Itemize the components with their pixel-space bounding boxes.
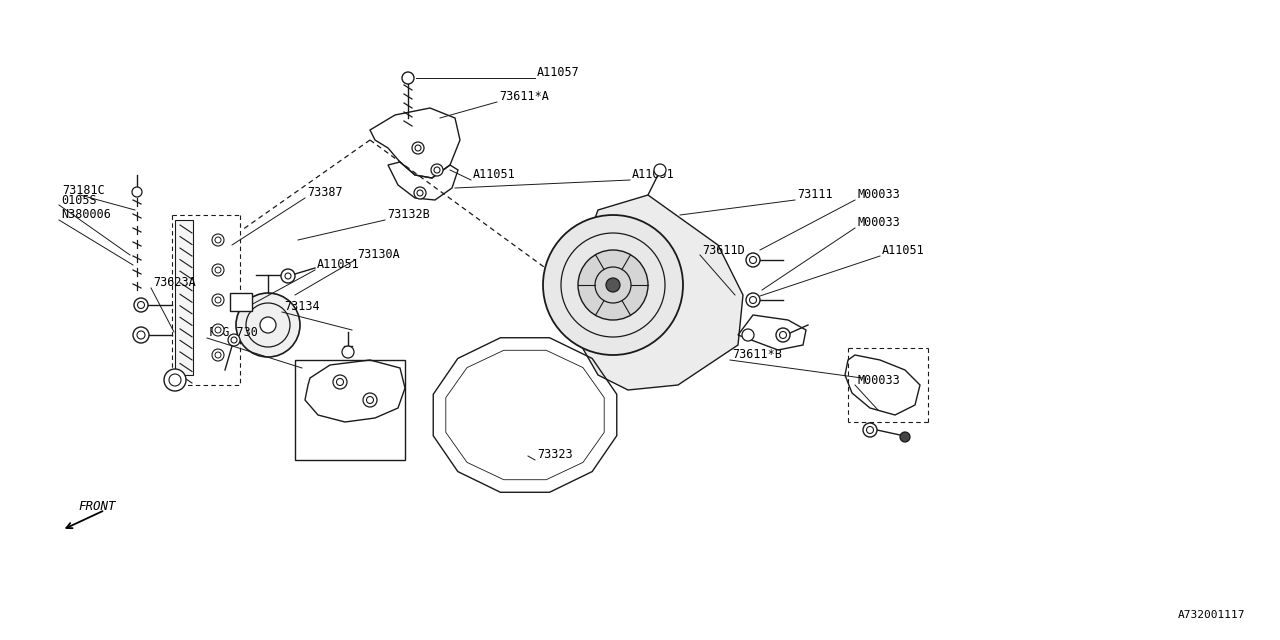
Text: 73611D: 73611D — [701, 243, 745, 257]
Circle shape — [654, 164, 666, 176]
Circle shape — [431, 164, 443, 176]
Text: 0105S: 0105S — [61, 193, 96, 207]
Circle shape — [134, 298, 148, 312]
Circle shape — [402, 72, 413, 84]
Text: A11051: A11051 — [632, 168, 675, 182]
Circle shape — [212, 234, 224, 246]
Circle shape — [746, 253, 760, 267]
Circle shape — [742, 329, 754, 341]
Text: 73387: 73387 — [307, 186, 343, 200]
Circle shape — [605, 278, 620, 292]
Text: A732001117: A732001117 — [1178, 610, 1245, 620]
Text: N380006: N380006 — [61, 209, 111, 221]
Circle shape — [260, 317, 276, 333]
Text: 73111: 73111 — [797, 189, 832, 202]
Circle shape — [543, 215, 684, 355]
Circle shape — [333, 375, 347, 389]
Circle shape — [236, 293, 300, 357]
Polygon shape — [579, 195, 742, 390]
Text: 73181C: 73181C — [61, 184, 105, 196]
Text: A11051: A11051 — [317, 259, 360, 271]
Text: 73130A: 73130A — [357, 248, 399, 262]
Circle shape — [212, 294, 224, 306]
Circle shape — [746, 293, 760, 307]
FancyBboxPatch shape — [230, 293, 252, 311]
Text: FRONT: FRONT — [78, 500, 115, 513]
Text: A11057: A11057 — [538, 65, 580, 79]
Text: 73611*A: 73611*A — [499, 90, 549, 104]
Text: FIG.730: FIG.730 — [209, 326, 259, 339]
Circle shape — [212, 349, 224, 361]
Text: 73611*B: 73611*B — [732, 349, 782, 362]
Circle shape — [164, 369, 186, 391]
Circle shape — [413, 187, 426, 199]
Text: 73323: 73323 — [538, 449, 572, 461]
Text: M00033: M00033 — [858, 189, 900, 202]
Circle shape — [212, 324, 224, 336]
Circle shape — [776, 328, 790, 342]
Circle shape — [342, 346, 355, 358]
Text: 73134: 73134 — [284, 301, 320, 314]
Circle shape — [282, 269, 294, 283]
Text: A11051: A11051 — [882, 244, 924, 257]
FancyBboxPatch shape — [175, 220, 193, 375]
Circle shape — [863, 423, 877, 437]
Circle shape — [132, 187, 142, 197]
Text: 73132B: 73132B — [387, 209, 430, 221]
Text: M00033: M00033 — [858, 374, 900, 387]
Text: A11051: A11051 — [474, 168, 516, 182]
Circle shape — [364, 393, 378, 407]
Circle shape — [212, 264, 224, 276]
Circle shape — [579, 250, 648, 320]
Text: 73623A: 73623A — [154, 276, 196, 289]
Circle shape — [228, 334, 241, 346]
Circle shape — [412, 142, 424, 154]
Circle shape — [133, 327, 148, 343]
Text: M00033: M00033 — [858, 216, 900, 230]
Circle shape — [900, 432, 910, 442]
